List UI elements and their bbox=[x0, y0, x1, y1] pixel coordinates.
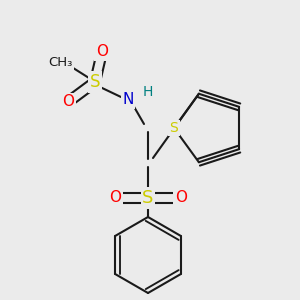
Text: S: S bbox=[90, 73, 100, 91]
Text: H: H bbox=[143, 85, 153, 99]
Text: CH₃: CH₃ bbox=[48, 56, 72, 68]
Text: O: O bbox=[175, 190, 187, 206]
Text: O: O bbox=[96, 44, 108, 59]
Text: N: N bbox=[122, 92, 134, 107]
Text: S: S bbox=[169, 121, 178, 135]
Text: O: O bbox=[109, 190, 121, 206]
Text: S: S bbox=[142, 189, 154, 207]
Text: O: O bbox=[62, 94, 74, 110]
